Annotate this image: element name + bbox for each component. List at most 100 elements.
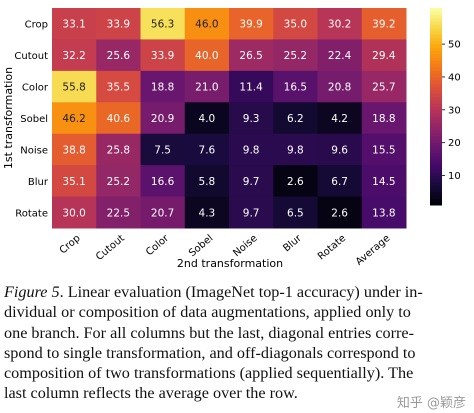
cell-label: 33.9	[107, 19, 130, 31]
row-label: Cutout	[14, 51, 48, 62]
heatmap-cell	[52, 165, 97, 198]
heatmap-cell	[140, 102, 186, 135]
heatmap-cell	[229, 70, 274, 103]
heatmap-cell	[184, 70, 230, 103]
heatmap-cell	[317, 8, 363, 40]
cell-label: 11.4	[239, 82, 263, 94]
cell-label: 20.8	[328, 82, 351, 94]
colorbar-tick-label: 50	[448, 40, 461, 51]
colorbar-tick-label: 20	[448, 138, 461, 149]
caption-line: Figure 5. Linear evaluation (ImageNet to…	[4, 282, 470, 302]
caption-line: one branch. For all columns but the last…	[4, 323, 414, 342]
heatmap-cell	[140, 8, 186, 40]
cell-label: 35.0	[284, 19, 307, 31]
heatmap-cell	[140, 70, 186, 103]
heatmap-cell	[229, 39, 274, 72]
cell-label: 15.5	[372, 144, 395, 156]
column-label: Noise	[231, 233, 259, 259]
cell-label: 25.6	[107, 50, 131, 62]
cell-label: 13.8	[372, 207, 395, 219]
cell-label: 32.2	[62, 50, 85, 62]
heatmap-cell	[52, 39, 97, 72]
heatmap-cell	[184, 39, 230, 72]
cell-label: 9.3	[243, 113, 260, 125]
cell-label: 16.6	[151, 176, 175, 188]
heatmap-cell	[52, 133, 97, 166]
heatmap-cell	[140, 39, 186, 72]
cell-label: 20.7	[151, 207, 174, 219]
heatmap-cell	[184, 196, 230, 229]
caption-line: composition of two transformations (appl…	[4, 364, 414, 383]
heatmap-cell	[317, 133, 363, 166]
cell-label: 4.3	[199, 207, 216, 219]
cell-label: 6.5	[287, 207, 304, 219]
heatmap-cell	[273, 102, 318, 135]
heatmap-cell	[52, 70, 97, 103]
cell-label: 14.5	[372, 176, 395, 188]
cell-label: 30.2	[328, 19, 351, 31]
column-label: Rotate	[316, 233, 348, 262]
heatmap-cell	[361, 165, 407, 198]
heatmap-cell	[96, 70, 141, 103]
heatmap-cell	[361, 39, 407, 72]
colorbar-tick-label: 10	[448, 171, 461, 182]
cell-label: 25.8	[107, 144, 130, 156]
heatmap-cell	[184, 8, 230, 40]
heatmap-cell	[317, 39, 363, 72]
row-label: Crop	[25, 20, 48, 31]
cell-label: 26.5	[239, 50, 262, 62]
column-label: Color	[144, 232, 172, 258]
caption-label: Figure 5	[4, 283, 60, 301]
row-label: Sobel	[20, 114, 48, 125]
cell-label: 9.6	[331, 144, 348, 156]
heatmap-cell	[184, 165, 230, 198]
cell-label: 18.8	[151, 82, 174, 94]
cell-label: 7.6	[199, 144, 216, 156]
x-axis-label: 2nd transformation	[177, 257, 283, 270]
column-label: Blur	[281, 232, 304, 254]
colorbar	[430, 8, 442, 206]
row-label: Blur	[28, 177, 49, 188]
cell-label: 56.3	[151, 19, 174, 31]
cell-label: 20.9	[151, 113, 174, 125]
row-label: Rotate	[15, 208, 48, 219]
row-label: Noise	[20, 145, 48, 156]
colorbar-tick-label: 40	[448, 72, 461, 83]
watermark: 知乎 @颖彦	[396, 396, 466, 411]
heatmap-cell	[140, 165, 186, 198]
heatmap-cell	[96, 102, 141, 135]
cell-label: 16.5	[284, 82, 307, 94]
heatmap-cell	[273, 133, 318, 166]
heatmap-cell	[184, 133, 230, 166]
cell-label: 2.6	[331, 207, 348, 219]
cell-label: 4.2	[331, 113, 348, 125]
cell-label: 40.0	[195, 50, 218, 62]
column-label: Crop	[58, 233, 83, 256]
cell-label: 39.2	[372, 19, 395, 31]
heatmap-cell	[229, 8, 274, 40]
heatmap-cell	[229, 133, 274, 166]
cell-label: 9.8	[243, 144, 260, 156]
heatmap-cell	[52, 196, 97, 229]
heatmap-cell	[273, 70, 318, 103]
heatmap-cell	[361, 133, 407, 166]
heatmap-cell	[361, 102, 407, 135]
heatmap-cell	[96, 133, 141, 166]
cell-label: 33.1	[62, 19, 85, 31]
heatmap-cell	[96, 8, 141, 40]
heatmap-cell	[361, 70, 407, 103]
figure: 1st transformation 2nd transformation Cr…	[2, 8, 461, 270]
heatmap-cell	[229, 196, 274, 229]
heatmap-cell	[273, 165, 318, 198]
cell-label: 40.6	[107, 113, 131, 125]
cell-label: 25.2	[107, 176, 130, 188]
colorbar-tick-label: 30	[448, 105, 461, 116]
heatmap-cell	[317, 165, 363, 198]
cell-label: 30.0	[62, 207, 85, 219]
heatmap-cell	[273, 196, 318, 229]
cell-label: 22.5	[107, 207, 130, 219]
heatmap-cell	[96, 196, 141, 229]
heatmap-cell	[52, 8, 97, 40]
caption-line: spond to single transformation, and off-…	[4, 343, 416, 362]
cell-label: 5.8	[199, 176, 216, 188]
